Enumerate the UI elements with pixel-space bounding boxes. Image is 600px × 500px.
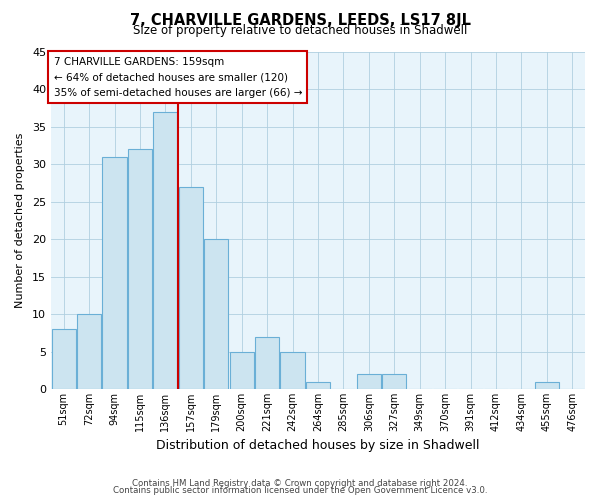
Bar [306,382,330,389]
Bar [153,112,178,389]
Text: Contains public sector information licensed under the Open Government Licence v3: Contains public sector information licen… [113,486,487,495]
Text: 7, CHARVILLE GARDENS, LEEDS, LS17 8JL: 7, CHARVILLE GARDENS, LEEDS, LS17 8JL [130,12,470,28]
Bar [77,314,101,389]
Bar [230,352,254,389]
Y-axis label: Number of detached properties: Number of detached properties [15,132,25,308]
Bar [357,374,381,389]
X-axis label: Distribution of detached houses by size in Shadwell: Distribution of detached houses by size … [156,440,480,452]
Text: Contains HM Land Registry data © Crown copyright and database right 2024.: Contains HM Land Registry data © Crown c… [132,478,468,488]
Bar [103,156,127,389]
Bar [535,382,559,389]
Bar [52,329,76,389]
Bar [255,336,279,389]
Text: Size of property relative to detached houses in Shadwell: Size of property relative to detached ho… [133,24,467,37]
Bar [179,186,203,389]
Bar [204,239,229,389]
Bar [280,352,305,389]
Bar [382,374,406,389]
Bar [128,149,152,389]
Text: 7 CHARVILLE GARDENS: 159sqm
← 64% of detached houses are smaller (120)
35% of se: 7 CHARVILLE GARDENS: 159sqm ← 64% of det… [53,56,302,98]
